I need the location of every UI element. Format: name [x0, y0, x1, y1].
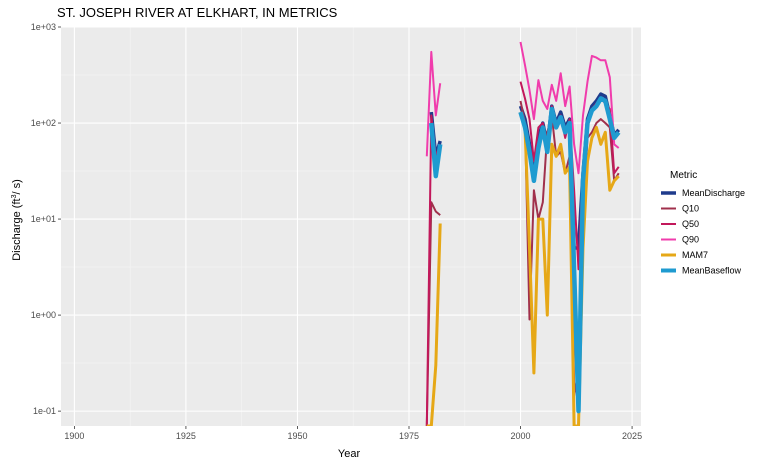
x-tick-label: 2000 [511, 431, 531, 441]
axes: 1900 1925 1950 1975 2000 2025 1e-01 1e+00 1e+01 1… [31, 22, 642, 441]
series-line-meanbaseflow [429, 122, 443, 179]
series-line-meanbaseflow [518, 96, 621, 414]
y-tick-label: 1e+03 [31, 22, 56, 32]
x-tick-label: 1950 [287, 431, 307, 441]
y-tick-label: 1e-01 [33, 406, 56, 416]
legend-label-meanbaseflow: MeanBaseflow [682, 266, 742, 276]
y-axis-title: Discharge (ft3/ s) [11, 179, 23, 261]
y-tick-label: 1e+00 [31, 310, 56, 320]
y-axis-title-superscript: 3 [11, 194, 18, 198]
legend-label-q50: Q50 [682, 219, 699, 229]
x-tick-label: 2025 [622, 431, 642, 441]
series-lines [425, 41, 621, 426]
plot-area [61, 26, 641, 426]
legend-label-q10: Q10 [682, 204, 699, 214]
x-tick-label: 1925 [176, 431, 196, 441]
x-axis-title: Year [338, 448, 361, 460]
legend-label-meandischarge: MeanDischarge [682, 188, 745, 198]
y-axis-title-suffix: / s) [11, 179, 23, 194]
y-tick-label: 1e+02 [31, 118, 56, 128]
legend-label-mam7: MAM7 [682, 250, 708, 260]
legend: Metric MeanDischarge Q10 Q50 Q90 MAM7 MeanBas… [661, 170, 745, 276]
plot-background [61, 27, 641, 426]
x-tick-label: 1900 [64, 431, 84, 441]
legend-title: Metric [670, 170, 697, 181]
chart-title: ST. JOSEPH RIVER AT ELKHART, IN METRICS [57, 5, 338, 20]
legend-label-q90: Q90 [682, 235, 699, 245]
series-line-mam7 [426, 223, 442, 426]
y-axis-title-main: Discharge (ft [11, 198, 23, 260]
series-line-q90 [425, 50, 442, 157]
y-tick-label: 1e+01 [31, 214, 56, 224]
x-tick-label: 1975 [399, 431, 419, 441]
series-line-q90 [519, 41, 620, 175]
